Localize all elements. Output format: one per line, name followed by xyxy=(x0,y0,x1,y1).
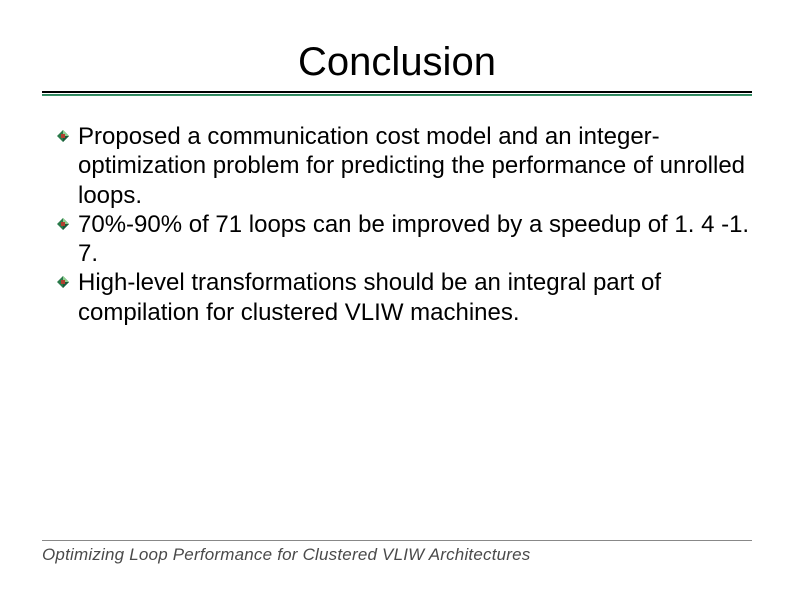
footer-area: Optimizing Loop Performance for Clustere… xyxy=(42,540,752,565)
bullet-text: 70%-90% of 71 loops can be improved by a… xyxy=(78,210,752,269)
list-item: Proposed a communication cost model and … xyxy=(56,122,752,210)
footer-divider xyxy=(42,540,752,541)
bullet-text: Proposed a communication cost model and … xyxy=(78,122,752,210)
bullet-text: High-level transformations should be an … xyxy=(78,268,752,327)
list-item: 70%-90% of 71 loops can be improved by a… xyxy=(56,210,752,269)
list-item: High-level transformations should be an … xyxy=(56,268,752,327)
content-area: Proposed a communication cost model and … xyxy=(42,122,752,327)
diamond-bullet-icon xyxy=(56,129,70,143)
slide-title: Conclusion xyxy=(42,40,752,85)
diamond-bullet-icon xyxy=(56,275,70,289)
title-divider xyxy=(42,91,752,96)
footer-text: Optimizing Loop Performance for Clustere… xyxy=(42,545,752,565)
diamond-bullet-icon xyxy=(56,217,70,231)
slide-container: Conclusion Proposed a communication cost… xyxy=(0,0,794,595)
